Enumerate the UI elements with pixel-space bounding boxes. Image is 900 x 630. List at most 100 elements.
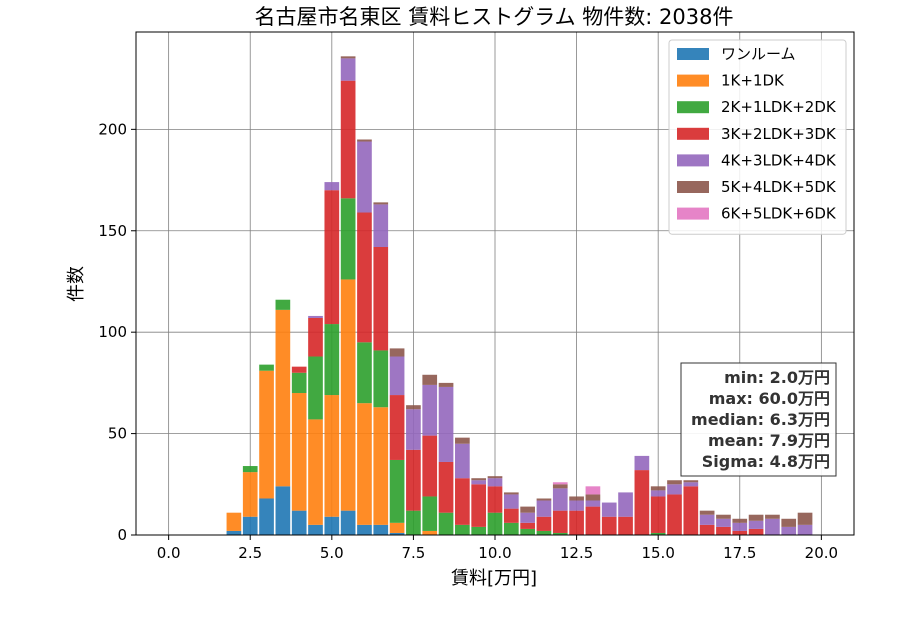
x-tick-label: 17.5: [723, 544, 756, 562]
bar-segment-series-1-bin-10: [389, 522, 405, 533]
bar-segment-series-5-bin-30: [716, 514, 731, 519]
bar-segment-series-4-bin-7: [340, 58, 356, 81]
bar-segment-series-5-bin-9: [373, 202, 389, 205]
stats-line: max: 60.0万円: [709, 389, 830, 408]
bar-segment-series-4-bin-34: [781, 526, 797, 535]
bar-segment-series-5-bin-16: [487, 476, 503, 479]
bar-segment-series-1-bin-7: [340, 279, 356, 511]
bar-segment-series-4-bin-12: [422, 384, 438, 436]
bar-segment-series-4-bin-8: [357, 141, 372, 213]
y-tick-label: 100: [98, 323, 127, 341]
bar-segment-series-4-bin-18: [520, 512, 535, 523]
stats-line: Sigma: 4.8万円: [702, 452, 830, 471]
bar-segment-series-4-bin-19: [536, 500, 552, 517]
bar-segment-series-1-bin-3: [275, 309, 291, 487]
bar-segment-series-3-bin-13: [438, 461, 454, 513]
bar-segment-series-3-bin-16: [487, 486, 503, 513]
bar-segment-series-2-bin-19: [536, 530, 552, 535]
bar-segment-series-3-bin-12: [422, 435, 438, 497]
x-tick-label: 10.0: [478, 544, 511, 562]
y-tick-label: 200: [98, 120, 127, 138]
x-tick-label: 5.0: [320, 544, 344, 562]
bar-segment-series-3-bin-5: [308, 317, 323, 357]
bar-segment-series-5-bin-13: [438, 382, 454, 387]
bar-segment-series-2-bin-26: [650, 532, 666, 535]
bar-segment-series-2-bin-5: [308, 356, 323, 420]
bar-segment-series-3-bin-30: [716, 526, 731, 535]
bar-segment-series-4-bin-15: [471, 480, 487, 485]
bar-segment-series-3-bin-11: [406, 449, 421, 511]
bar-segment-series-5-bin-19: [536, 498, 552, 501]
bar-segment-series-0-bin-8: [357, 524, 372, 535]
bar-segment-series-3-bin-25: [634, 470, 650, 535]
bar-segment-series-5-bin-32: [748, 514, 764, 521]
stats-annotation: min: 2.0万円 max: 60.0万円 median: 6.3万円 mean: …: [680, 362, 837, 477]
bar-segment-series-5-bin-22: [585, 494, 601, 501]
bar-segment-series-3-bin-7: [340, 80, 356, 199]
bar-segment-series-2-bin-3: [275, 299, 291, 310]
stats-line: median: 6.3万円: [691, 410, 830, 429]
bar-segment-series-0-bin-10: [389, 532, 405, 535]
bar-segment-series-3-bin-28: [683, 486, 699, 535]
bar-segment-series-2-bin-14: [455, 524, 470, 535]
bar-segment-series-4-bin-14: [455, 443, 470, 479]
bar-segment-series-4-bin-6: [324, 182, 340, 191]
bar-segment-series-4-bin-31: [732, 522, 748, 531]
stats-line: mean: 7.9万円: [708, 431, 830, 450]
bar-segment-series-4-bin-9: [373, 204, 389, 247]
bar-segment-series-4-bin-35: [797, 524, 813, 535]
legend-swatch: [677, 181, 709, 193]
bar-segment-series-3-bin-19: [536, 516, 552, 531]
legend-entry: 4K+3LDK+4DK: [721, 151, 837, 169]
legend-swatch: [677, 48, 709, 60]
x-tick-label: 15.0: [641, 544, 674, 562]
bar-segment-series-4-bin-16: [487, 478, 503, 487]
bar-segment-series-3-bin-14: [455, 478, 470, 525]
bar-segment-series-1-bin-8: [357, 403, 372, 525]
bar-segment-series-3-bin-6: [324, 190, 340, 325]
bar-segment-series-3-bin-27: [667, 494, 682, 535]
bar-segment-series-4-bin-21: [569, 500, 584, 511]
bar-segment-series-3-bin-10: [389, 395, 405, 460]
x-tick-label: 2.5: [238, 544, 262, 562]
bar-segment-series-4-bin-28: [683, 482, 699, 487]
bar-segment-series-5-bin-28: [683, 480, 699, 483]
bar-segment-series-3-bin-32: [748, 528, 764, 535]
bar-segment-series-0-bin-1: [242, 516, 258, 535]
legend-entry: ワンルーム: [721, 45, 796, 63]
bar-segment-series-5-bin-18: [520, 506, 535, 513]
bar-segment-series-0-bin-7: [340, 510, 356, 535]
bar-segment-series-3-bin-8: [357, 212, 372, 343]
bar-segment-series-3-bin-4: [291, 366, 307, 373]
bar-segment-series-3-bin-26: [650, 496, 666, 533]
bar-segment-series-1-bin-5: [308, 419, 323, 525]
bar-segment-series-0-bin-6: [324, 516, 340, 535]
bar-segment-series-1-bin-4: [291, 393, 307, 511]
bar-segment-series-2-bin-8: [357, 342, 372, 404]
bar-segment-series-0-bin-4: [291, 510, 307, 535]
bar-segment-series-4-bin-24: [618, 492, 633, 517]
bar-segment-series-2-bin-12: [422, 496, 438, 531]
bar-segment-series-5-bin-31: [732, 518, 748, 523]
bar-segment-series-5-bin-8: [357, 139, 372, 142]
bar-segment-series-2-bin-7: [340, 198, 356, 280]
bar-segment-series-4-bin-20: [552, 488, 568, 511]
bar-segment-series-4-bin-26: [650, 490, 666, 497]
y-axis-ticks: 0 50 100 150 200: [98, 120, 136, 544]
bar-segment-series-5-bin-15: [471, 478, 487, 481]
bar-segment-series-5-bin-26: [650, 486, 666, 491]
bar-segment-series-2-bin-17: [503, 522, 519, 535]
bar-segment-series-4-bin-13: [438, 386, 454, 462]
legend-frame: [668, 39, 847, 235]
legend-swatch: [677, 101, 709, 114]
bar-segment-series-4-bin-10: [389, 356, 405, 396]
bar-segment-series-5-bin-35: [797, 512, 813, 525]
legend-entry: 1K+1DK: [721, 72, 785, 90]
bar-segment-series-2-bin-18: [520, 528, 535, 535]
bar-segment-series-4-bin-30: [716, 518, 731, 527]
bar-segment-series-2-bin-15: [471, 526, 487, 535]
y-tick-label: 0: [117, 526, 127, 544]
bar-segment-series-2-bin-11: [406, 510, 421, 535]
bar-segment-series-4-bin-32: [748, 520, 764, 529]
bar-segment-series-5-bin-33: [765, 514, 780, 519]
